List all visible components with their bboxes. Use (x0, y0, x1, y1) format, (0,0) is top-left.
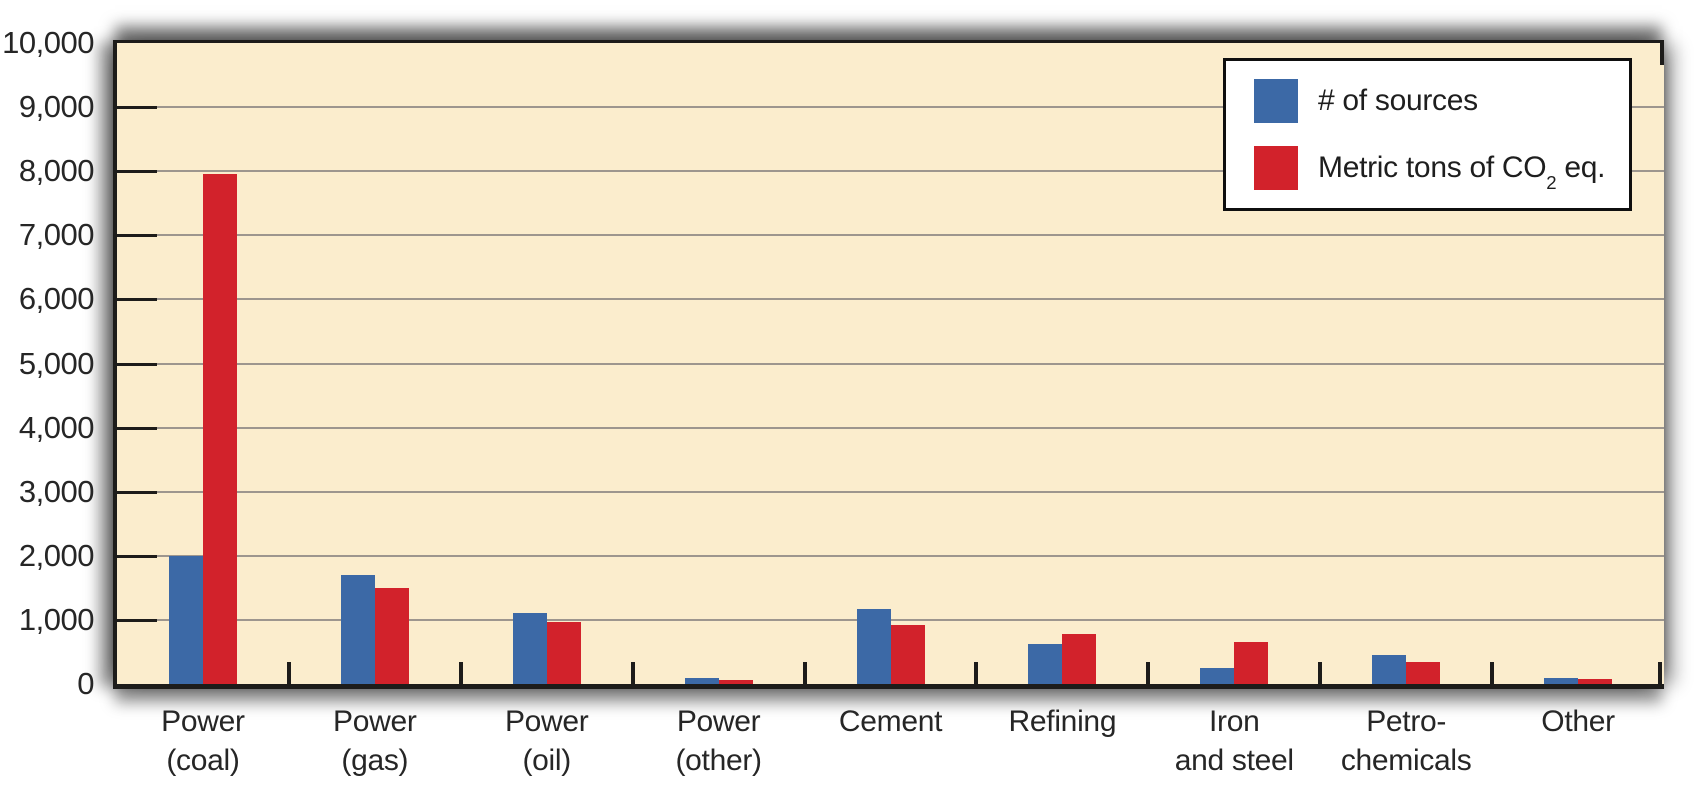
x-axis-label-refining: Refining (1008, 705, 1117, 738)
y-tick-6000 (117, 298, 157, 302)
y-tick-4000 (117, 426, 157, 430)
legend-entry-sources: # of sources (1226, 78, 1629, 123)
legend: # of sources Metric tons of CO2 eq. (1223, 58, 1632, 211)
bar-co2-power-oil (546, 622, 581, 684)
bar-co2-other (1578, 679, 1613, 684)
x-boundary-tick (802, 662, 807, 684)
y-axis-label-6000: 6,000 (18, 281, 95, 317)
top-right-tick (1660, 43, 1664, 65)
y-axis-label-1000: 1,000 (18, 601, 95, 637)
gridline-9000 (117, 106, 1664, 109)
x-axis-label-power: Power (gas) (333, 705, 417, 777)
y-tick-1000 (117, 618, 157, 622)
bar-co2-refining (1062, 634, 1097, 684)
legend-entry-co2: Metric tons of CO2 eq. (1226, 146, 1629, 193)
bar-sources-power-other (684, 678, 719, 684)
bar-sources-power-coal (168, 556, 203, 684)
x-axis-label-power: Power (oil) (504, 705, 589, 777)
bar-sources-power-oil (512, 613, 547, 684)
x-boundary-tick (630, 662, 635, 684)
legend-label: # of sources (1318, 83, 1478, 117)
bar-co2-iron-andsteel (1234, 642, 1269, 684)
bar-co2-power-other (718, 680, 753, 684)
bar-sources-power-gas (340, 575, 375, 684)
x-axis-label-other: Other (1541, 705, 1615, 738)
x-boundary-tick (1490, 662, 1495, 684)
gridline-4000 (117, 426, 1664, 429)
bar-co2-power-coal (202, 174, 237, 684)
y-axis-label-3000: 3,000 (18, 473, 95, 509)
y-axis-label-5000: 5,000 (18, 345, 95, 381)
x-boundary-tick (1318, 662, 1323, 684)
y-tick-5000 (117, 362, 157, 366)
y-axis-label-10000: 10,000 (2, 25, 94, 60)
x-axis-label-power: Power (other) (675, 705, 762, 777)
gridline-3000 (117, 490, 1664, 493)
gridline-5000 (117, 362, 1664, 365)
x-axis-label-power: Power (coal) (161, 705, 245, 777)
y-tick-3000 (117, 490, 157, 494)
gridline-7000 (117, 234, 1664, 237)
y-tick-8000 (117, 170, 157, 174)
x-boundary-tick (1146, 662, 1151, 684)
legend-label: Metric tons of CO2 eq. (1318, 151, 1606, 193)
y-axis-label-9000: 9,000 (18, 89, 95, 125)
gridline-6000 (117, 298, 1664, 301)
gridline-2000 (117, 554, 1664, 557)
y-axis-label-0: 0 (77, 666, 94, 701)
bar-co2-power-gas (374, 588, 409, 684)
bar-sources-other (1544, 678, 1579, 684)
bar-co2-cement (890, 625, 925, 684)
x-axis-label-cement: Cement (838, 705, 943, 738)
y-axis-label-7000: 7,000 (18, 217, 95, 253)
gridline-8000 (117, 170, 1664, 173)
bar-sources-refining (1028, 644, 1063, 684)
y-axis-label-2000: 2,000 (18, 537, 95, 573)
bar-sources-cement (856, 609, 891, 684)
y-tick-7000 (117, 234, 157, 238)
gridline-1000 (117, 618, 1664, 621)
x-boundary-tick (458, 662, 463, 684)
legend-swatch-red (1254, 146, 1298, 191)
legend-swatch-blue (1254, 78, 1298, 123)
y-axis-label-4000: 4,000 (18, 409, 95, 445)
x-axis-label-petro-: Petro-chemicals (1340, 705, 1472, 777)
y-tick-9000 (117, 106, 157, 110)
x-boundary-tick (974, 662, 979, 684)
x-boundary-tick (1658, 662, 1662, 684)
bar-sources-petro--chemicals (1372, 655, 1407, 684)
x-boundary-tick (286, 662, 291, 684)
bar-sources-iron-andsteel (1200, 668, 1235, 684)
plot-area: # of sources Metric tons of CO2 eq. (113, 40, 1664, 689)
bar-co2-petro--chemicals (1406, 662, 1441, 684)
y-tick-2000 (117, 554, 157, 558)
y-axis-label-8000: 8,000 (18, 153, 95, 189)
x-axis-label-iron: Iron and steel (1174, 705, 1294, 777)
